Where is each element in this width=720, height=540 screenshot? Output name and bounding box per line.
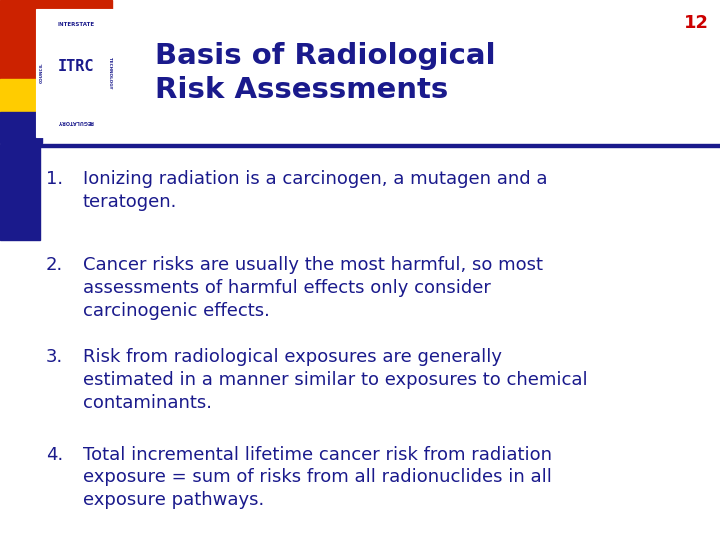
Text: COUNCIL: COUNCIL bbox=[40, 63, 44, 83]
Text: Cancer risks are usually the most harmful, so most
assessments of harmful effect: Cancer risks are usually the most harmfu… bbox=[83, 256, 543, 320]
Text: 12: 12 bbox=[684, 14, 709, 31]
Text: INTERSTATE: INTERSTATE bbox=[58, 22, 94, 26]
Bar bbox=[0, 112, 42, 143]
Text: 4.: 4. bbox=[46, 446, 63, 463]
Text: 3.: 3. bbox=[46, 348, 63, 366]
Text: REGULATORY: REGULATORY bbox=[58, 119, 94, 124]
Text: Ionizing radiation is a carcinogen, a mutagen and a
teratogen.: Ionizing radiation is a carcinogen, a mu… bbox=[83, 170, 547, 211]
Bar bbox=[36, 9, 116, 137]
Text: 2.: 2. bbox=[46, 256, 63, 274]
Text: TECHNOLOGY: TECHNOLOGY bbox=[107, 57, 112, 89]
Text: 1.: 1. bbox=[46, 170, 63, 188]
Bar bbox=[0, 0, 112, 79]
Text: Basis of Radiological
Risk Assessments: Basis of Radiological Risk Assessments bbox=[155, 42, 495, 104]
Text: Risk from radiological exposures are generally
estimated in a manner similar to : Risk from radiological exposures are gen… bbox=[83, 348, 588, 412]
Bar bbox=[0, 79, 42, 112]
Bar bbox=[0, 147, 40, 240]
Text: Total incremental lifetime cancer risk from radiation
exposure = sum of risks fr: Total incremental lifetime cancer risk f… bbox=[83, 446, 552, 509]
Text: ITRC: ITRC bbox=[58, 59, 94, 74]
Bar bbox=[0, 144, 720, 147]
